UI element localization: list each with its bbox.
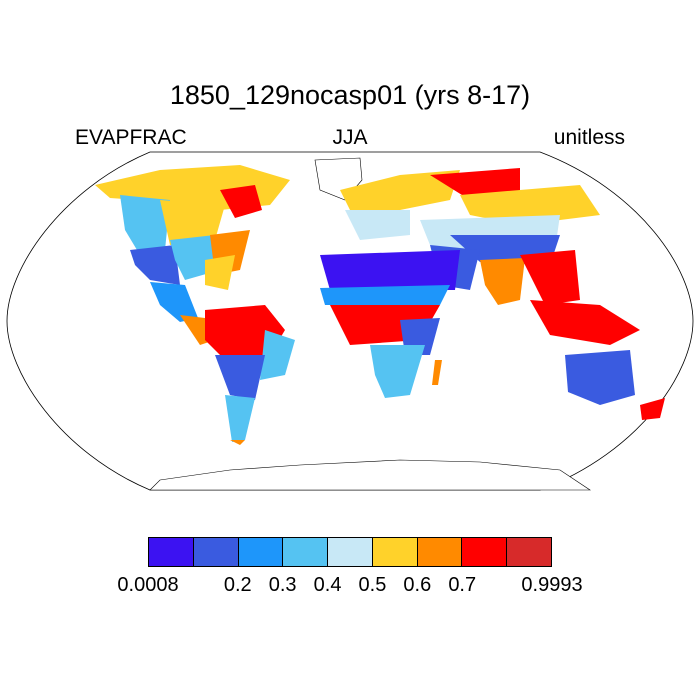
region-canada-west [120, 195, 170, 255]
colorbar-tick-label: 0.0008 [117, 574, 179, 596]
colorbar-swatch [193, 538, 239, 566]
region-europe-south [345, 210, 410, 240]
colorbar-tick-label: 0.4 [313, 574, 342, 596]
colorbar-swatch [417, 538, 463, 566]
colorbar-tick-label: 0.9993 [521, 574, 583, 596]
colorbar-swatch [507, 538, 552, 566]
colorbar-tick-label: 0.6 [403, 574, 432, 596]
colorbar-tick-label: 0.7 [448, 574, 477, 596]
region-mexico [150, 282, 198, 322]
colorbar-swatch [372, 538, 418, 566]
region-madagascar [432, 360, 442, 385]
region-sahel [320, 285, 450, 305]
colorbar-swatch [462, 538, 508, 566]
season-label: JJA [332, 126, 368, 149]
region-southern-africa [370, 345, 425, 398]
region-australia [565, 350, 635, 405]
region-canada-central [160, 200, 225, 245]
region-canada-hot [220, 185, 262, 218]
region-southeast-asia [520, 250, 580, 305]
region-siberia [460, 185, 600, 225]
region-india [480, 258, 525, 305]
region-new-zealand [640, 398, 665, 420]
region-us-west [130, 245, 180, 285]
variable-label: EVAPFRAC [75, 126, 187, 149]
region-indonesia [530, 300, 640, 345]
region-south-america-south [225, 395, 255, 442]
colorbar-swatch [149, 538, 194, 566]
units-label: unitless [553, 126, 625, 149]
region-south-america-east [260, 330, 295, 380]
region-south-america-central [215, 355, 265, 400]
colorbar-swatch [328, 538, 373, 566]
region-patagonia [230, 440, 245, 445]
colorbar-tick-label: 0.3 [268, 574, 297, 596]
colorbar-tick-label: 0.2 [223, 574, 252, 596]
colorbar-swatch [238, 538, 284, 566]
region-us-southeast [205, 255, 235, 290]
region-sahara [320, 250, 460, 290]
colorbar-tick-label: 0.5 [358, 574, 387, 596]
region-antarctica [149, 459, 591, 491]
map-title: 1850_129nocasp01 (yrs 8-17) [169, 80, 531, 110]
colorbar-swatch [283, 538, 329, 566]
region-europe-north [340, 170, 460, 210]
colorbar [148, 537, 552, 567]
